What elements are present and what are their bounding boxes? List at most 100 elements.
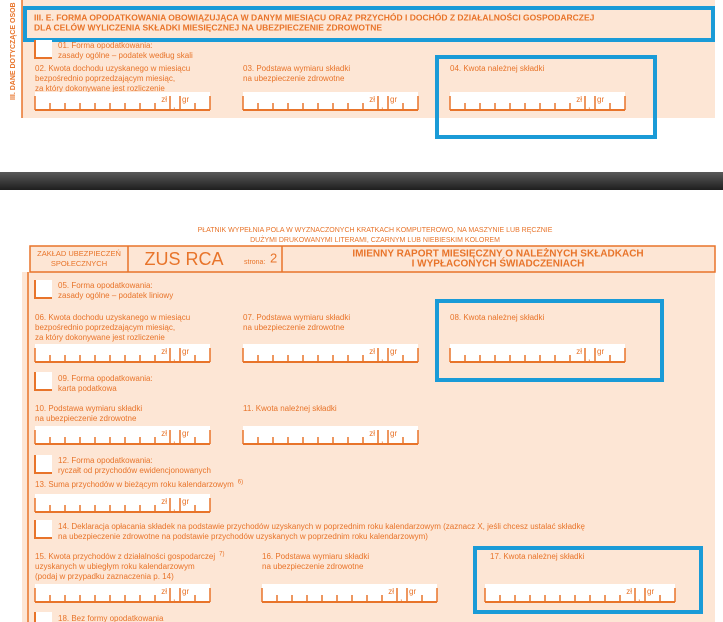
label: bezpośrednio poprzedzającym miesiąc, [35, 74, 175, 83]
label: 07. Podstawa wymiaru składki [243, 313, 350, 322]
currency-gr: gr [597, 347, 604, 356]
checkbox-border [34, 372, 52, 391]
footnote-ref: 6) [238, 480, 243, 486]
page-number: 2 [270, 250, 277, 265]
checkbox-border [34, 455, 52, 474]
amount-field: zł, gr [449, 92, 626, 111]
checkbox [35, 280, 52, 298]
label: 05. Forma opodatkowania: [58, 281, 153, 290]
label: 02. Kwota dochodu uzyskanego w miesiącu [35, 64, 190, 73]
checkbox-border [34, 612, 36, 622]
currency-gr: gr [390, 347, 397, 356]
label: karta podatkowa [58, 384, 117, 393]
comma: , [173, 592, 176, 602]
label: (podaj w przypadku zaznaczenia p. 14) [35, 572, 174, 581]
label: III. E. FORMA OPODATKOWANIA OBOWIĄZUJĄCA… [34, 11, 595, 22]
bottom-panel [22, 272, 715, 622]
label: 16. Podstawa wymiaru składki [262, 552, 369, 561]
amount-field: zł, gr [34, 426, 211, 445]
currency-zl: zł [369, 347, 375, 356]
comma: , [381, 352, 384, 362]
amount-field: zł, gr [34, 92, 211, 111]
label: I WYPŁACONYCH ŚWIADCZENIACH [412, 257, 585, 270]
comma: , [381, 434, 384, 444]
currency-zl: zł [161, 347, 167, 356]
currency-zl: zł [369, 429, 375, 438]
checkbox-border [34, 520, 52, 539]
label: 10. Podstawa wymiaru składki [35, 404, 142, 413]
amount-box [485, 584, 675, 602]
label: DLA CELÓW WYLICZENIA SKŁADKI MIESIĘCZNEJ… [34, 21, 382, 32]
label: na ubezpieczenie zdrowotne na podstawie … [58, 532, 428, 541]
label: DUŻYMI DRUKOWANYMI LITERAMI, CZARNYM LUB… [250, 235, 500, 244]
currency-gr: gr [182, 95, 189, 104]
checkbox-border [34, 280, 52, 299]
currency-zl: zł [626, 587, 632, 596]
currency-zl: zł [161, 587, 167, 596]
checkbox [35, 455, 52, 473]
label: bezpośrednio poprzedzającym miesiąc, [35, 323, 175, 332]
amount-box [35, 584, 210, 602]
currency-zl: zł [388, 587, 394, 596]
amount-box [243, 92, 418, 110]
amount-box [243, 426, 418, 444]
page-label: strona: [244, 259, 265, 266]
currency-gr: gr [390, 429, 397, 438]
label: 08. Kwota należnej składki [450, 313, 545, 322]
currency-zl: zł [369, 95, 375, 104]
amount-field: zł, gr [449, 344, 626, 363]
amount-box [35, 494, 210, 512]
checkbox [35, 40, 52, 58]
amount-field: zł, gr [242, 426, 419, 445]
amount-field: zł, gr [34, 494, 211, 513]
label: uzyskanych w ubiegłym roku kalendarzowym [35, 562, 195, 571]
label: zasady ogólne – podatek według skali [58, 51, 193, 60]
label: 09. Forma opodatkowania: [58, 374, 153, 383]
amount-box [35, 344, 210, 362]
currency-gr: gr [597, 95, 604, 104]
form-code: ZUS RCA [144, 249, 223, 269]
label: na ubezpieczenie zdrowotne [262, 562, 364, 571]
label: ryczałt od przychodów ewidencjonowanych [58, 466, 211, 475]
label: 14. Deklaracja opłacania składek na pods… [58, 522, 585, 531]
currency-gr: gr [182, 587, 189, 596]
amount-box [450, 92, 625, 110]
comma: , [381, 100, 384, 110]
amount-box [35, 426, 210, 444]
amount-field: zł, gr [242, 92, 419, 111]
label: 01. Forma opodatkowania: [58, 41, 153, 50]
comma: , [638, 592, 641, 602]
currency-zl: zł [576, 347, 582, 356]
label: na ubezpieczenie zdrowotne [243, 323, 345, 332]
label: 13. Suma przychodów w bieżącym roku kale… [35, 480, 234, 489]
currency-gr: gr [390, 95, 397, 104]
comma: , [400, 592, 403, 602]
currency-gr: gr [182, 347, 189, 356]
header-row [29, 245, 716, 273]
comma: , [173, 352, 176, 362]
amount-field: zł, gr [34, 344, 211, 363]
label: 04. Kwota należnej składki [450, 64, 545, 73]
highlights [23, 6, 715, 614]
amount-field: zł, gr [261, 584, 438, 603]
label: 12. Forma opodatkowania: [58, 456, 153, 465]
side-label: III. DANE DOTYCZĄCE OSOB [10, 2, 17, 100]
label: za który dokonywane jest rozliczenie [35, 84, 165, 93]
amount-box [243, 344, 418, 362]
amount-field: zł, gr [242, 344, 419, 363]
label: PŁATNIK WYPEŁNIA POLA W WYZNACZONYCH KRA… [198, 227, 553, 234]
amount-field: zł, gr [484, 584, 676, 603]
label: 06. Kwota dochodu uzyskanego w miesiącu [35, 313, 190, 322]
label: 03. Podstawa wymiaru składki [243, 64, 350, 73]
comma: , [588, 100, 591, 110]
label: 15. Kwota przychodów z działalności gosp… [35, 552, 215, 561]
comma: , [173, 434, 176, 444]
label: na ubezpieczenie zdrowotne [243, 74, 345, 83]
checkbox [35, 372, 52, 390]
currency-zl: zł [576, 95, 582, 104]
label: za który dokonywane jest rozliczenie [35, 333, 165, 342]
currency-gr: gr [409, 587, 416, 596]
label: SPOŁECZNYCH [51, 259, 107, 268]
currency-zl: zł [161, 95, 167, 104]
